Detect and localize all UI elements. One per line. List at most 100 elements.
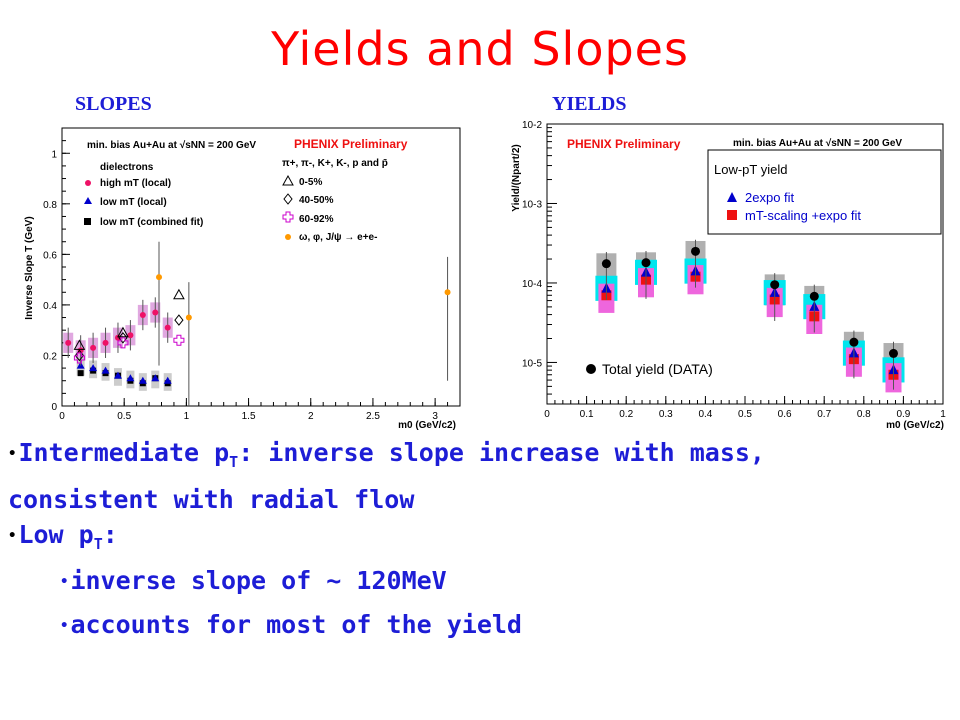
bullet-intermediate-rest: : inverse slope increase with mass, cons… <box>8 438 765 514</box>
yields-chart-svg: Yield/(Npart/2) m0 (GeV/c2) 0 0.1 0.2 0.3 0.… <box>511 120 946 431</box>
slopes-point-omega <box>156 274 163 281</box>
yields-label: YIELDS <box>552 93 627 115</box>
legend-marker-omega <box>285 234 291 240</box>
yields-legend-box-title: Low-pT yield <box>714 162 787 177</box>
yields-legend-header: min. bias Au+Au at √sNN = 200 GeV <box>733 138 902 149</box>
bullet-dot: • <box>60 574 69 590</box>
slopes-legend-g1-0: high mT (local) <box>100 178 171 189</box>
slopes-xtick-label: 2.5 <box>366 411 380 422</box>
slopes-point-high <box>152 309 159 316</box>
slopes-xtick-label: 2 <box>308 411 314 422</box>
legend-marker-high <box>85 180 91 186</box>
bullet-item1: •inverse slope of ~ 120MeV <box>60 566 447 595</box>
slopes-point-high <box>65 339 72 346</box>
slopes-point-low <box>113 371 122 379</box>
slopes-legend-g1-1: low mT (local) <box>100 197 167 208</box>
bullet-dot: • <box>8 446 17 462</box>
yields-xtick-label: 1 <box>940 409 946 420</box>
slopes-legend-group1-title: dielectrons <box>100 162 154 173</box>
slopes-legend-g1-2: low mT (combined fit) <box>100 217 203 228</box>
slopes-ytick-label: 0 <box>51 402 57 413</box>
yields-xtick-label: 0.1 <box>580 409 594 420</box>
bullet-intermediate-main: Intermediate p <box>18 438 230 467</box>
legend-marker-40-50 <box>283 193 293 205</box>
slopes-legend-g2-2: 60-92% <box>299 214 334 225</box>
yields-xtick-label: 0 <box>544 409 550 420</box>
yields-xtick-label: 0.6 <box>778 409 792 420</box>
slopes-xtick-label: 1 <box>184 411 190 422</box>
bullet-intermediate: •Intermediate pT: inverse slope increase… <box>8 434 908 519</box>
slopes-point-low <box>101 366 110 374</box>
slopes-legend-g2-0: 0-5% <box>299 177 322 188</box>
yields-legend-item-1: mT-scaling +expo fit <box>745 208 861 223</box>
slopes-legend-g2-1: 40-50% <box>299 195 334 206</box>
yields-point-total <box>889 348 898 358</box>
slopes-point-low <box>89 364 98 372</box>
legend-marker-combined <box>84 218 91 225</box>
slopes-point-40-50 <box>174 314 184 326</box>
yields-ylabel: Yield/(Npart/2) <box>511 144 522 211</box>
yields-xtick-label: 0.3 <box>659 409 673 420</box>
slopes-ylabel: Inverse Slope T (GeV) <box>24 216 35 319</box>
slopes-point-low <box>163 376 172 384</box>
slopes-point-60-92 <box>73 352 85 364</box>
bullet-low-main: Low p <box>18 520 94 549</box>
yields-legend-marker-expo <box>727 192 737 202</box>
slopes-point-high <box>139 312 146 319</box>
bullet-item2: •accounts for most of the yield <box>60 610 522 639</box>
bullet-item2-text: accounts for most of the yield <box>70 610 522 639</box>
yields-point-total <box>691 246 700 256</box>
yields-legend-item-0: 2expo fit <box>745 190 795 205</box>
slopes-chart: Inverse Slope T (GeV) m0 (GeV/c2) 0 0.5 1 1… <box>12 118 468 436</box>
yields-ytick-label: 10-4 <box>522 279 542 290</box>
slopes-ytick-label: 0.8 <box>43 200 57 211</box>
slopes-legend-g2-3: ω, φ, J/ψ → e+e- <box>299 232 377 243</box>
yields-point-total <box>601 259 611 269</box>
slopes-point-high <box>127 332 134 339</box>
slopes-point-low <box>151 374 160 382</box>
slopes-chart-svg: Inverse Slope T (GeV) m0 (GeV/c2) 0 0.5 1 1… <box>24 127 461 431</box>
legend-marker-low <box>84 197 92 204</box>
yields-ytick-label: 10-5 <box>522 358 542 369</box>
yields-point-total <box>770 280 780 290</box>
slopes-point-60-92 <box>117 337 129 349</box>
bullet-dot: • <box>8 528 17 544</box>
yields-legend-box <box>707 149 942 235</box>
slopes-point-omega <box>444 289 451 296</box>
slopes-point-0-5 <box>117 326 129 338</box>
bullet-item1-text: inverse slope of ~ 120MeV <box>70 566 447 595</box>
yields-xtick-label: 0.9 <box>896 409 910 420</box>
bullet-intermediate-sub: T <box>229 453 239 471</box>
yields-legend-total: Total yield (DATA) <box>602 361 713 377</box>
slopes-ytick-label: 1 <box>51 149 57 160</box>
slopes-point-0-5 <box>173 288 185 300</box>
yields-xtick-label: 0.2 <box>619 409 633 420</box>
slopes-ytick-label: 0.2 <box>43 351 57 362</box>
slopes-point-40-50 <box>74 349 85 362</box>
yields-ytick-label: 10-3 <box>522 199 542 210</box>
yields-xtick-label: 0.5 <box>738 409 752 420</box>
slopes-ytick-label: 0.6 <box>43 250 57 261</box>
yields-xtick-label: 0.4 <box>698 409 712 420</box>
slopes-point-combined <box>77 370 84 377</box>
bullet-low-colon: : <box>102 520 118 549</box>
slopes-xtick-label: 1.5 <box>242 411 256 422</box>
yields-xtick-label: 0.7 <box>817 409 831 420</box>
slopes-point-low <box>126 374 135 382</box>
page-title: Yields and Slopes <box>271 22 689 76</box>
yields-xlabel: m0 (GeV/c2) <box>886 420 944 431</box>
bullet-low-sub: T <box>93 535 103 553</box>
yields-point-total <box>809 291 819 301</box>
bullet-low: •Low pT: <box>8 520 118 553</box>
slopes-label: SLOPES <box>75 93 152 115</box>
slopes-xtick-label: 3 <box>432 411 438 422</box>
slopes-point-low <box>138 376 147 384</box>
yields-ytick-label: 10-2 <box>522 120 542 131</box>
slopes-ytick-label: 0.4 <box>43 301 57 312</box>
slopes-point-high <box>164 324 171 331</box>
yields-legend-preliminary: PHENIX Preliminary <box>567 137 681 151</box>
slopes-point-40-50 <box>118 331 128 344</box>
slopes-point-60-92 <box>173 334 185 346</box>
slopes-xtick-label: 0 <box>59 411 65 422</box>
legend-marker-0-5 <box>282 174 294 186</box>
